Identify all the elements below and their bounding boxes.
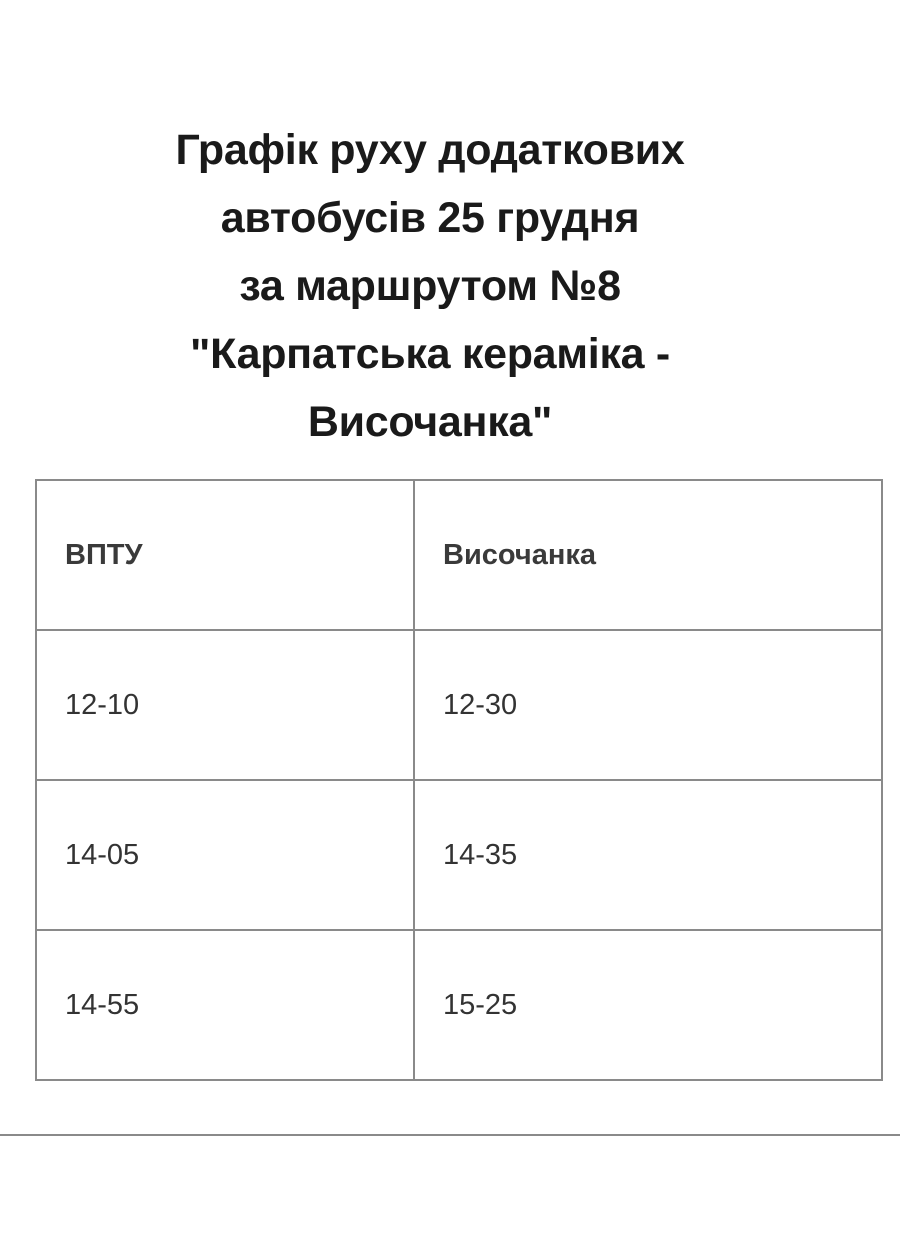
title-line: автобусів 25 грудня	[220, 194, 640, 242]
table-row: 14-05 14-35	[35, 779, 883, 931]
table-cell: 15-25	[413, 929, 883, 1081]
table-cell: 14-05	[35, 779, 415, 931]
title-line: "Карпатська кераміка -	[190, 330, 670, 378]
title-line: Графік руху додаткових	[175, 126, 685, 174]
column-header: ВПТУ	[35, 479, 415, 631]
table-row: 12-10 12-30	[35, 629, 883, 781]
divider	[0, 1134, 900, 1136]
table-row: 14-55 15-25	[35, 929, 883, 1081]
page-title: Графік руху додаткових автобусів 25 груд…	[0, 116, 860, 456]
table-cell: 12-30	[413, 629, 883, 781]
title-line: Височанка"	[307, 398, 553, 446]
table-cell: 14-55	[35, 929, 415, 1081]
table-header-row: ВПТУ Височанка	[35, 479, 883, 631]
column-header: Височанка	[413, 479, 883, 631]
title-line: за маршрутом №8	[239, 262, 621, 310]
table-cell: 12-10	[35, 629, 415, 781]
table-cell: 14-35	[413, 779, 883, 931]
schedule-table: ВПТУ Височанка 12-10 12-30 14-05 14-35 1…	[35, 479, 883, 1081]
